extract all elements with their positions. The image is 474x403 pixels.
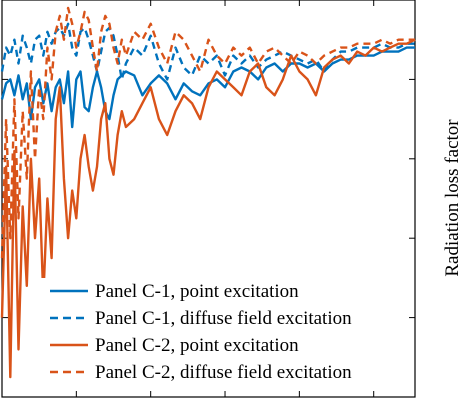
series-line-3 xyxy=(0,38,416,379)
legend-label-c1-point: Panel C-1, point excitation xyxy=(95,281,299,302)
legend-label-c1-diffuse: Panel C-1, diffuse field excitation xyxy=(95,308,352,329)
series-line-2 xyxy=(0,22,415,81)
series-layer xyxy=(0,6,416,379)
series-line-4 xyxy=(0,6,415,259)
legend-box xyxy=(40,278,392,388)
legend-label-c2-diffuse: Panel C-2, diffuse field excitation xyxy=(95,362,352,383)
y-axis-label: Radiation loss factor xyxy=(442,119,463,277)
plot-frame xyxy=(1,0,416,398)
legend: Panel C-1, point excitation Panel C-1, d… xyxy=(40,278,392,388)
legend-label-c2-point: Panel C-2, point excitation xyxy=(95,335,299,356)
